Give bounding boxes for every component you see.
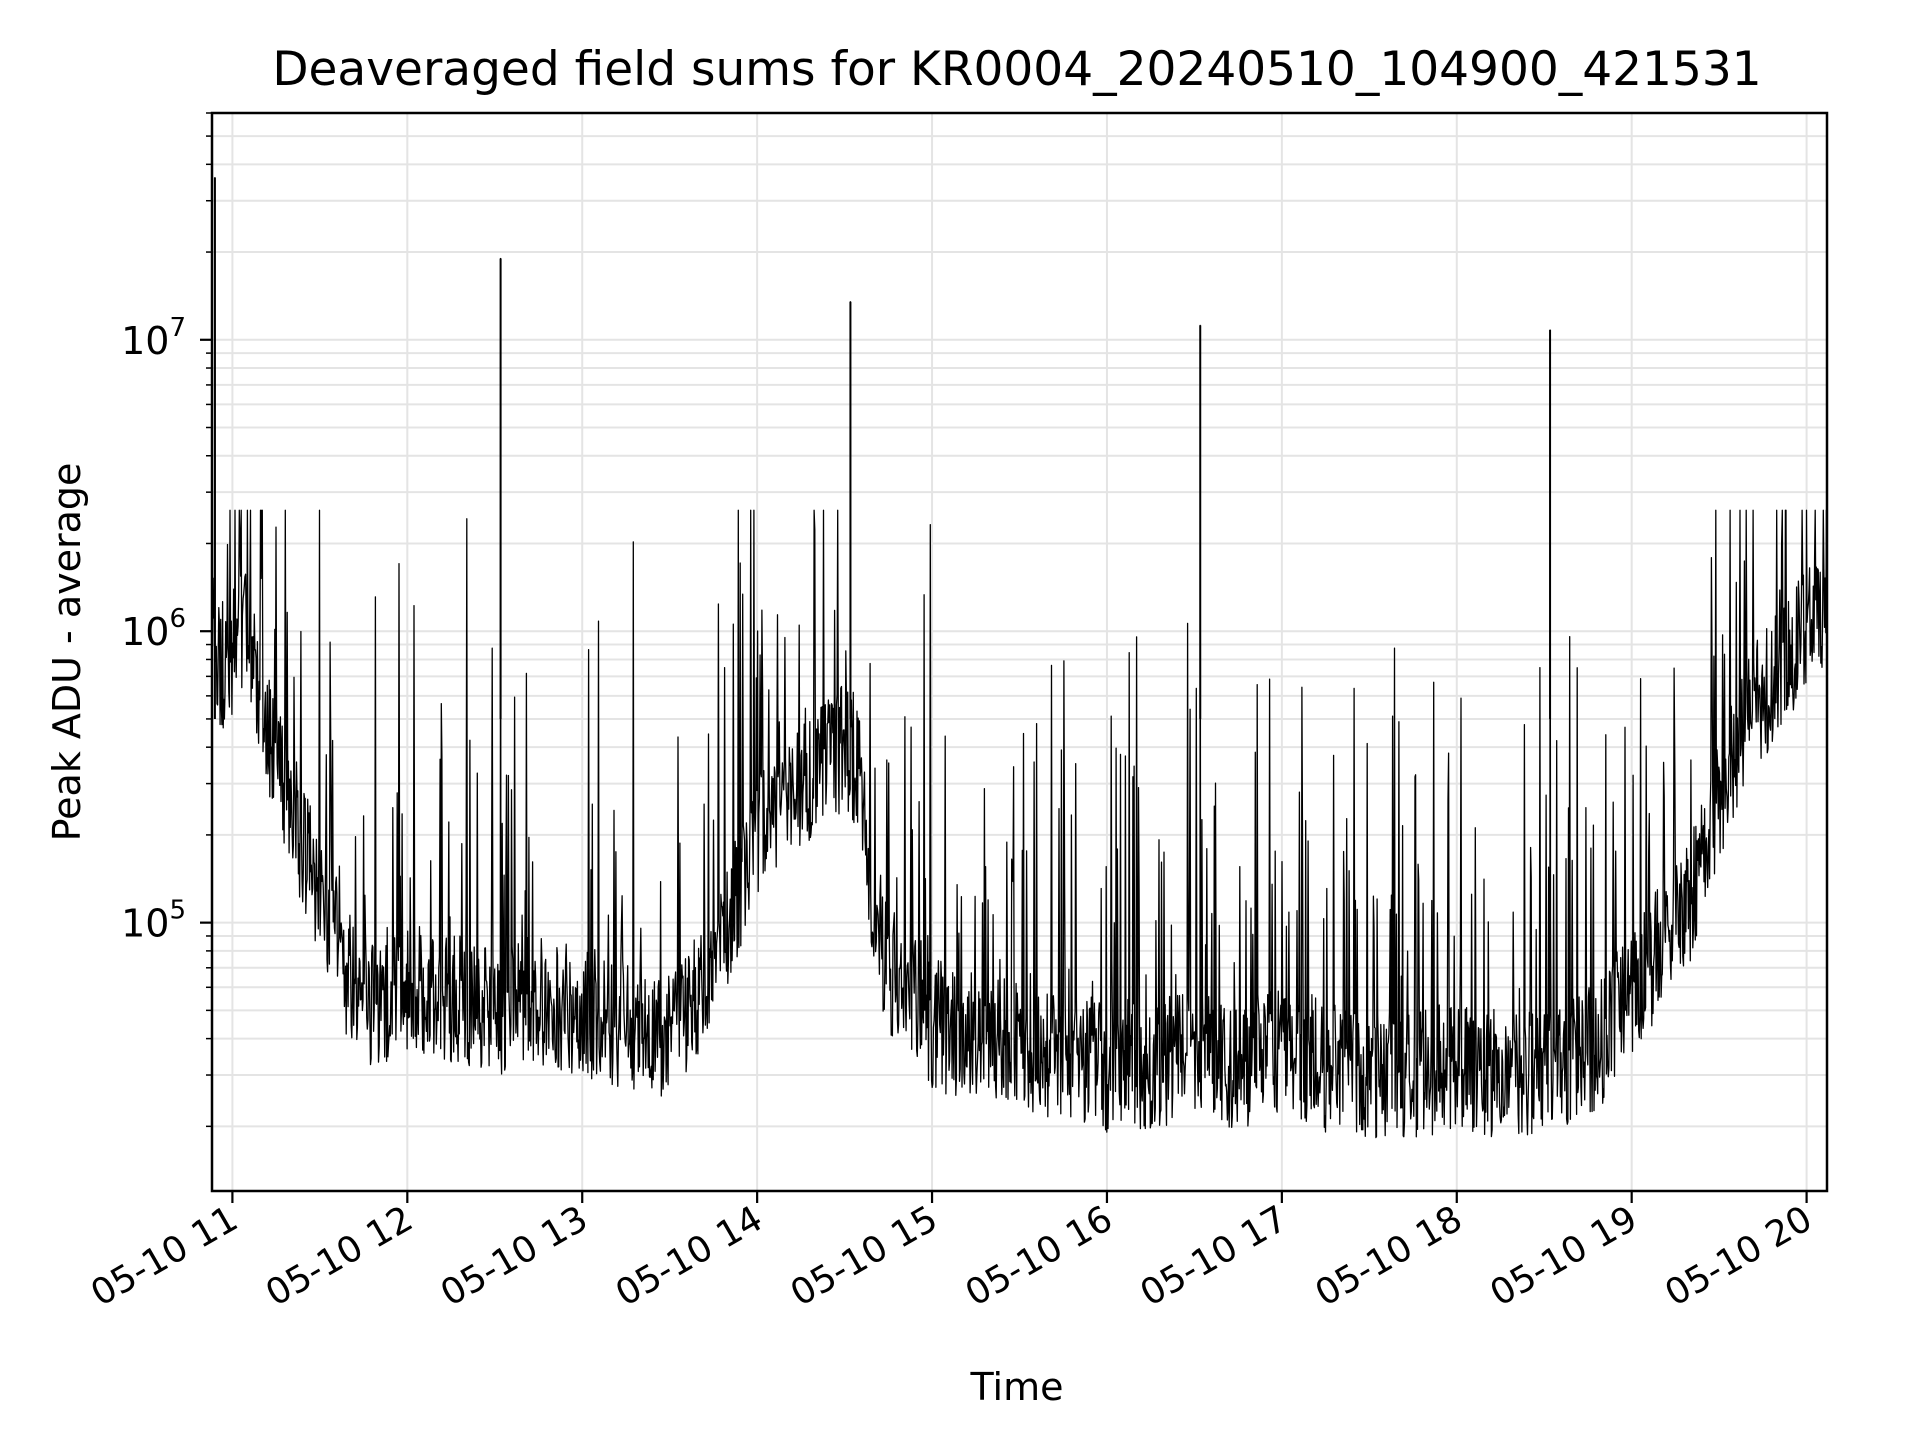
plot-frame xyxy=(210,111,1829,1193)
series-line xyxy=(211,177,1828,1139)
y-axis-label: Peak ADU - average xyxy=(45,463,89,842)
y-tick-label: 106 xyxy=(121,604,186,654)
y-tick-label: 107 xyxy=(121,313,186,363)
x-axis-label: Time xyxy=(970,1365,1064,1409)
y-tick-label: 105 xyxy=(121,896,186,946)
series-layer xyxy=(211,177,1828,1139)
y-axis: 105 106 107 xyxy=(121,112,212,1128)
chart-title: Deaveraged field sums for KR0004_2024051… xyxy=(272,42,1761,97)
